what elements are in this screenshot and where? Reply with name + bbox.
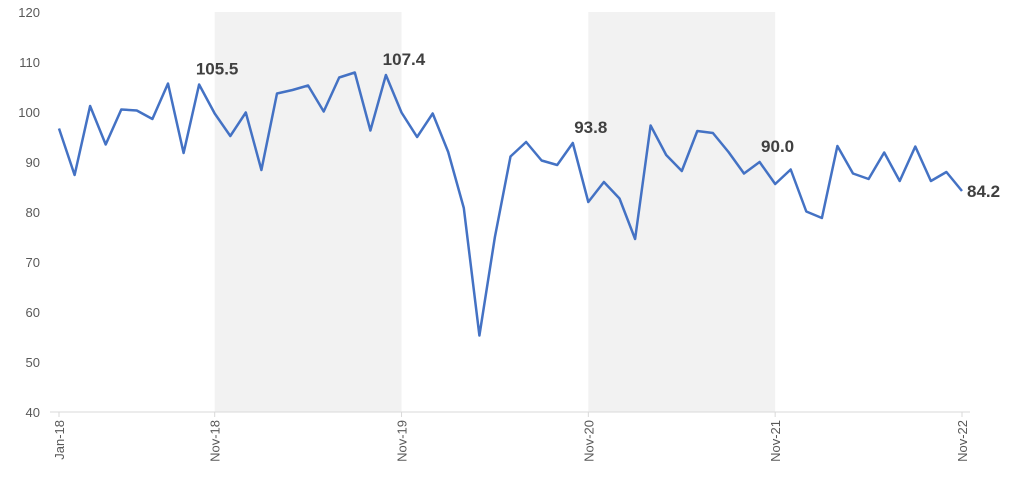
series-line [57, 71, 963, 337]
x-tick-label: Nov-20 [581, 420, 596, 462]
value-label: 84.2 [967, 182, 1000, 201]
value-label: 105.5 [196, 60, 239, 79]
y-tick-label: 40 [26, 405, 40, 420]
shaded-band [214, 12, 402, 412]
x-tick-label: Nov-18 [208, 420, 223, 462]
x-tick-label: Nov-22 [955, 420, 970, 462]
y-tick-label: 110 [19, 55, 40, 70]
y-tick-label: 100 [18, 105, 40, 120]
value-label: 107.4 [383, 50, 426, 69]
x-tick-label: Jan-18 [52, 420, 67, 460]
y-tick-label: 120 [18, 5, 40, 20]
x-tick-label: Nov-21 [768, 420, 783, 462]
y-tick-label: 90 [26, 155, 40, 170]
value-label: 90.0 [761, 137, 794, 156]
value-label: 93.8 [574, 118, 607, 137]
x-tick-label: Nov-19 [395, 420, 410, 462]
y-tick-label: 70 [26, 255, 40, 270]
y-tick-label: 60 [26, 305, 40, 320]
shaded-band [588, 12, 776, 412]
y-tick-label: 80 [26, 205, 40, 220]
y-tick-label: 50 [26, 355, 40, 370]
